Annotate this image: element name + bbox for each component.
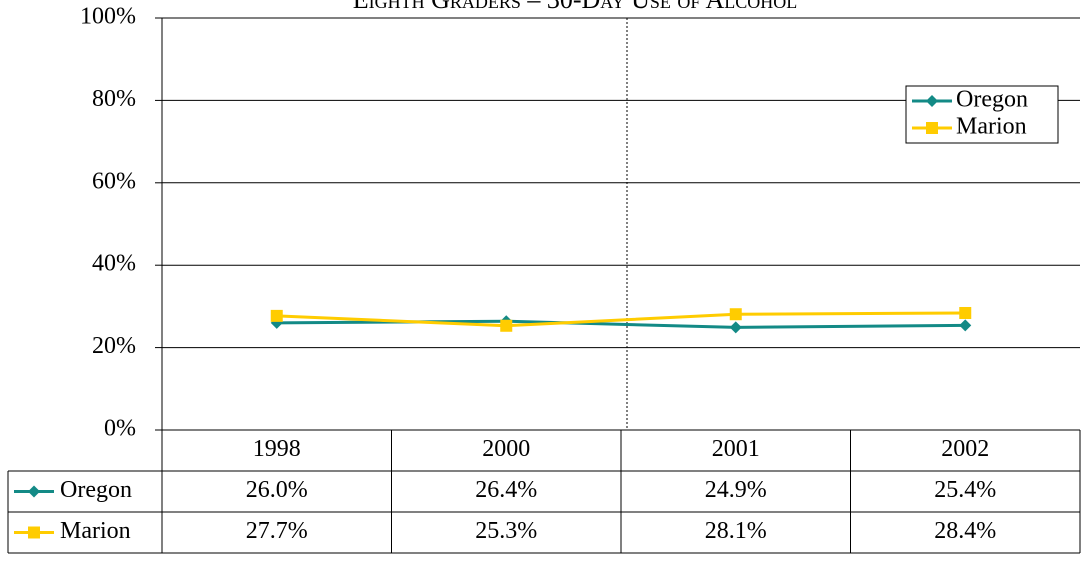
legend-marker xyxy=(926,95,938,107)
legend-label: Marion xyxy=(956,114,1027,140)
series-line xyxy=(276,311,966,328)
table-cell: 26.4% xyxy=(475,477,537,503)
x-tick-label: 2001 xyxy=(712,436,760,462)
x-tick-label: 1998 xyxy=(253,436,301,462)
y-tick-label: 80% xyxy=(92,86,136,112)
legend-label: Oregon xyxy=(956,87,1028,113)
table-row-label: Oregon xyxy=(60,477,132,503)
point xyxy=(959,306,972,319)
y-tick-label: 60% xyxy=(92,168,136,194)
point xyxy=(729,321,742,334)
table-cell: 25.3% xyxy=(475,518,537,544)
y-tick-label: 40% xyxy=(92,251,136,277)
legend-marker xyxy=(28,526,40,539)
table-cell: 26.0% xyxy=(246,477,308,503)
table-cell: 24.9% xyxy=(705,477,767,503)
x-tick-label: 2000 xyxy=(482,436,530,462)
table-cell: 27.7% xyxy=(246,518,308,544)
point xyxy=(270,309,283,322)
y-tick-label: 100% xyxy=(80,4,136,30)
table-cell: 28.4% xyxy=(934,518,996,544)
table-cell: 25.4% xyxy=(934,477,996,503)
table-row-label: Marion xyxy=(60,518,131,544)
y-tick-label: 20% xyxy=(92,333,136,359)
legend-marker xyxy=(926,122,938,134)
chart-title: Eighth Graders – 30-Day Use of Alcohol xyxy=(353,0,798,14)
point xyxy=(959,319,972,332)
point xyxy=(729,308,742,321)
legend-marker xyxy=(28,485,40,498)
table-cell: 28.1% xyxy=(705,518,767,544)
point xyxy=(500,319,513,332)
y-tick-label: 0% xyxy=(104,416,136,442)
x-tick-label: 2002 xyxy=(941,436,989,462)
series-line xyxy=(276,319,966,329)
